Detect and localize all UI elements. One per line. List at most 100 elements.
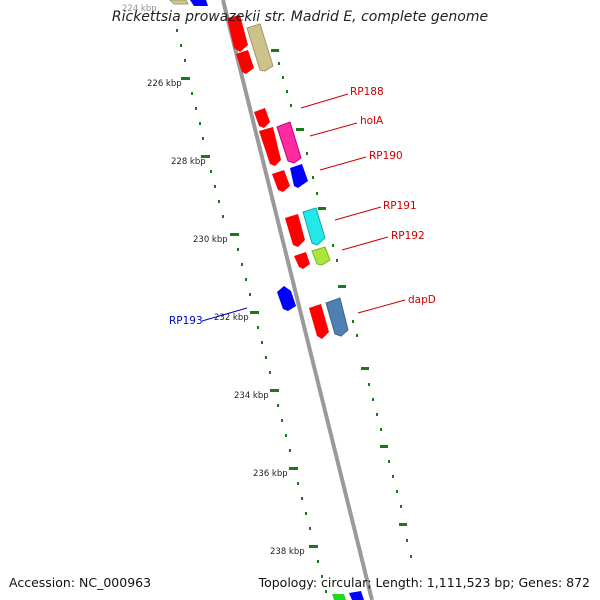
outer-tick [400,505,402,508]
forward-genes [169,0,364,600]
outer-tick [332,244,334,247]
tick-label: 234 kbp [234,391,269,401]
genome-backbone [221,0,374,600]
tick-label: 232 kbp [214,313,249,323]
leader-line [319,156,367,171]
tick-minor [218,200,220,203]
tick-minor [297,482,299,485]
outer-tick [380,445,388,448]
outer-tick [271,49,279,52]
leader-line [300,93,349,109]
tick-minor [210,170,212,173]
outer-ruler [271,49,412,558]
gene-feature [325,297,349,337]
outer-tick [312,176,314,179]
gene-label: RP193 [169,315,203,327]
tick-minor [301,497,303,500]
outer-tick [399,523,407,526]
leader-line [341,236,389,251]
gene-feature [302,207,326,246]
accession-text: Accession: NC_000963 [9,575,152,590]
gene-label: RP188 [350,86,384,98]
gene-feature [190,0,208,6]
tick-major [181,77,190,80]
outer-tick [388,460,390,463]
outer-tick [406,539,408,542]
tick-major [201,155,210,158]
tick-minor [195,107,197,110]
tick-label: 236 kbp [253,469,288,479]
tick-minor [214,185,216,188]
tick-minor [325,590,327,593]
leader-line [309,122,358,137]
gene-feature [309,304,329,339]
tick-minor [199,122,201,125]
tick-minor [202,137,204,140]
outer-tick [392,475,394,478]
tick-minor [321,575,323,578]
gene-label: holA [360,115,384,127]
gene-label: RP191 [383,200,417,212]
gene-feature [236,50,254,74]
outer-tick [356,334,358,337]
outer-tick [306,152,308,155]
tick-minor [269,371,271,374]
tick-minor [176,29,178,32]
outer-tick [278,62,280,65]
leader-line [201,307,248,322]
label-leaders [201,93,406,322]
outer-tick [376,413,378,416]
genome-summary: Topology: circular; Length: 1,111,523 bp… [258,575,590,590]
tick-minor [249,293,251,296]
tick-labels: 224 kbp 226 kbp 228 kbp 230 kbp 232 kbp … [122,4,305,557]
outer-tick [368,383,370,386]
tick-major [230,233,239,236]
gene-feature [254,108,270,128]
gene-feature [259,127,281,166]
tick-minor [237,248,239,251]
tick-minor [305,512,307,515]
gene-feature [285,214,305,247]
tick-major [289,467,298,470]
outer-tick [316,192,318,195]
tick-label: 224 kbp [122,4,157,14]
tick-major [270,389,279,392]
gene-labels: RP188 holA RP190 RP191 RP192 dapD RP193 [169,86,436,327]
leader-line [357,299,406,314]
outer-tick [372,398,374,401]
gene-feature [276,121,302,164]
tick-minor [261,341,263,344]
tick-minor [309,527,311,530]
tick-label: 230 kbp [193,235,228,245]
leader-line [334,206,382,221]
gene-feature [169,0,189,5]
genome-title: Rickettsia prowazekii str. Madrid E, com… [111,9,489,25]
tick-label: 226 kbp [147,79,182,89]
outer-tick [336,259,338,262]
tick-minor [180,44,182,47]
outer-tick [352,320,354,323]
outer-tick [396,490,398,493]
tick-minor [317,560,319,563]
tick-minor [265,356,267,359]
tick-minor [184,59,186,62]
gene-feature [272,170,290,192]
tick-label: 228 kbp [171,157,206,167]
gene-feature [227,15,248,52]
gene-label: RP190 [369,150,403,162]
outer-tick [361,367,369,370]
gene-feature [277,286,296,311]
reverse-genes [277,286,296,311]
gene-label: RP192 [391,230,425,242]
tick-minor [191,92,193,95]
inner-ruler [176,29,327,593]
tick-minor [289,449,291,452]
tick-minor [277,404,279,407]
gene-feature [332,594,346,600]
outer-tick [290,104,292,107]
gene-feature [246,23,274,72]
tick-minor [281,419,283,422]
outer-tick [286,90,288,93]
outer-tick [282,76,284,79]
outer-tick [338,285,346,288]
